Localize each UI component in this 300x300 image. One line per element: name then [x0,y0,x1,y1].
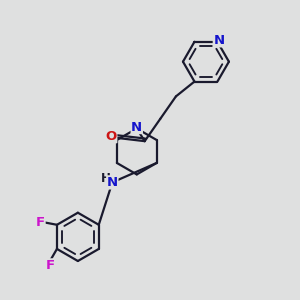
Text: H: H [101,172,111,185]
Text: F: F [46,259,55,272]
Text: N: N [107,176,118,189]
Text: N: N [131,121,142,134]
Text: N: N [213,34,224,47]
Text: F: F [36,216,45,229]
Text: O: O [106,130,117,143]
